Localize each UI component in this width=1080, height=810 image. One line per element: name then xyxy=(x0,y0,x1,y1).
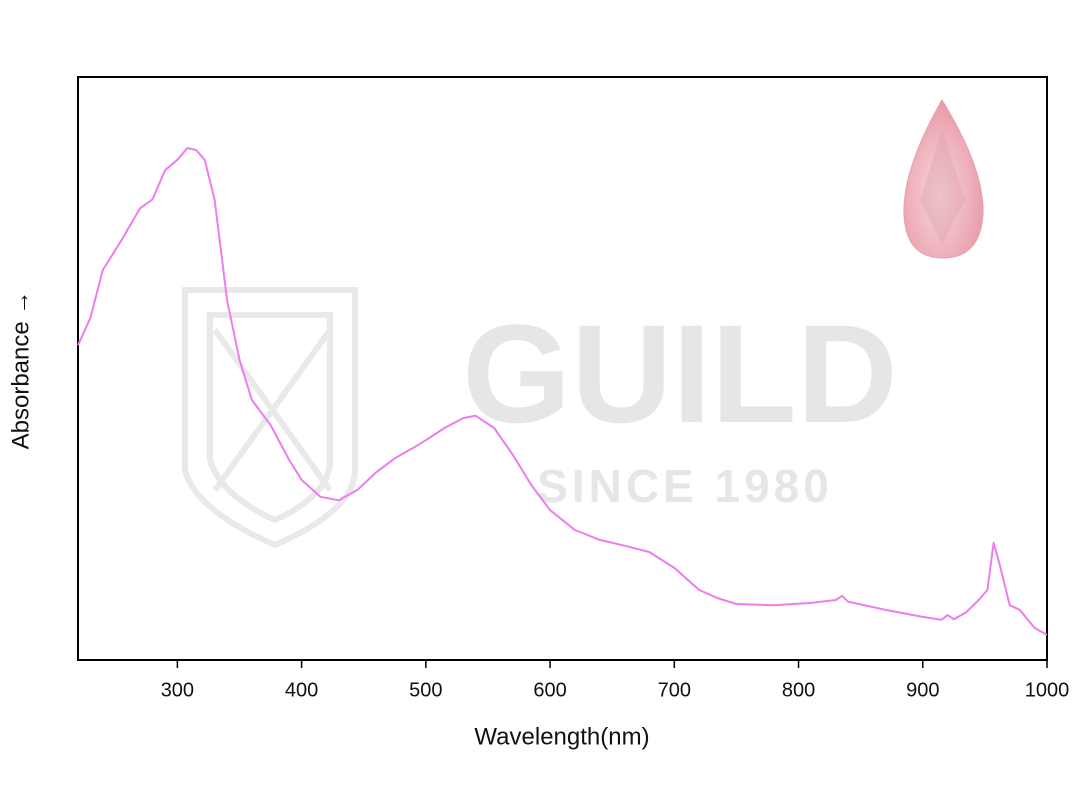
x-tick-label: 800 xyxy=(782,679,815,701)
x-tick-label: 900 xyxy=(906,679,939,701)
gem-image xyxy=(903,99,984,259)
x-axis-label: Wavelength(nm) xyxy=(474,723,649,750)
x-tick-label: 500 xyxy=(409,679,442,701)
x-tick-label: 600 xyxy=(533,679,566,701)
plot-frame xyxy=(77,76,1048,661)
watermark-title: GUILD xyxy=(462,295,898,452)
x-tick-label: 400 xyxy=(285,679,318,701)
watermark-shield xyxy=(182,287,358,549)
watermark-subtitle: SINCE 1980 xyxy=(537,460,833,512)
x-tick-label: 1000 xyxy=(1025,679,1070,701)
y-axis-label: Absorbance → xyxy=(7,291,34,450)
spectrum-line xyxy=(77,147,1048,636)
x-tick-label: 700 xyxy=(658,679,691,701)
x-tick-label: 300 xyxy=(161,679,194,701)
